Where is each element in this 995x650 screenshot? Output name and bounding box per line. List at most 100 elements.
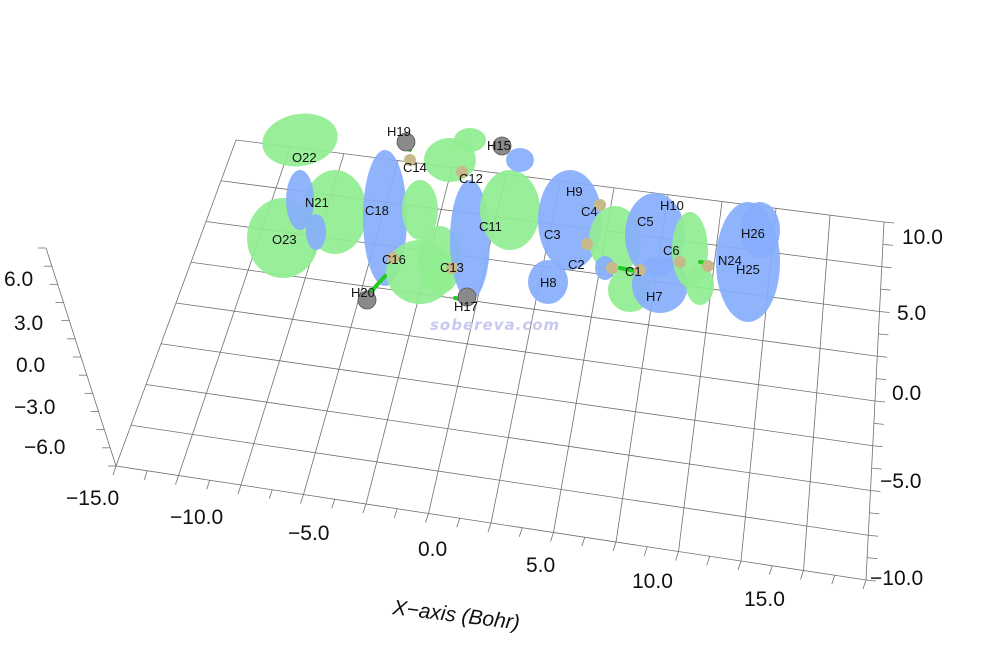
x-tick-label: 0.0: [418, 538, 447, 561]
positive-lobe: [454, 128, 486, 152]
grid-tick: [393, 508, 398, 518]
grid-line: [178, 146, 291, 476]
grid-tick: [487, 522, 492, 533]
grid-tick: [143, 470, 148, 480]
carbon-atom: [606, 262, 618, 274]
positive-lobe: [402, 180, 438, 240]
y-tick-label: 0.0: [892, 382, 921, 405]
carbon-atom: [446, 262, 458, 274]
negative-lobe: [740, 202, 780, 258]
z-tick-label: 6.0: [4, 268, 33, 291]
y-tick-label: −5.0: [880, 470, 921, 493]
negative-lobe: [306, 214, 326, 250]
carbon-atom: [387, 252, 399, 264]
grid-line: [115, 139, 237, 467]
y-tick-label: 10.0: [902, 226, 943, 249]
x-tick-label: 10.0: [632, 570, 673, 593]
atom-label: C3: [544, 227, 561, 242]
positive-lobe: [686, 265, 714, 305]
grid-tick: [768, 565, 773, 575]
atom-label: H10: [660, 198, 684, 213]
atom-label: O22: [292, 150, 317, 165]
atom-label: O23: [272, 232, 297, 247]
atom-label: H15: [487, 138, 511, 153]
grid-tick: [883, 221, 895, 224]
atom-label: H19: [387, 124, 411, 139]
grid-tick: [237, 484, 242, 495]
atom-label: H9: [566, 184, 583, 199]
grid-tick: [331, 499, 336, 509]
grid-tick: [300, 494, 304, 504]
x-tick-label: 15.0: [744, 588, 785, 611]
molecule-atoms: O22 H19 H15 C14 C12 N21 C18 H9 C4 H10 C5 C11 C3 H26 O2…: [272, 124, 765, 314]
hydrogen-atom: [457, 287, 477, 307]
atom-label: C4: [581, 204, 598, 219]
z-tick-label: 3.0: [14, 312, 43, 335]
grid-tick: [706, 556, 711, 566]
grid-tick: [869, 512, 880, 515]
atom-label: H20: [351, 285, 375, 300]
negative-lobe: [632, 257, 688, 313]
grid-tick: [425, 513, 429, 523]
grid-tick: [550, 532, 554, 542]
grid-tick: [872, 445, 883, 448]
grid-tick: [873, 422, 884, 425]
grid-tick: [871, 467, 882, 470]
grid-tick: [874, 400, 886, 403]
grid-tick: [878, 333, 889, 336]
atom-label: C11: [479, 219, 502, 234]
grid-tick: [870, 490, 881, 492]
negative-lobe: [286, 170, 314, 230]
grid-line: [365, 167, 453, 505]
carbon-atom: [674, 256, 686, 268]
x-tick-label: −10.0: [170, 506, 223, 529]
atom-label: C6: [663, 243, 680, 258]
grid-tick: [882, 243, 893, 246]
atom-label: H25: [736, 262, 760, 277]
atom-label: N21: [305, 195, 329, 210]
atom-label: C16: [382, 252, 406, 267]
grid-tick: [112, 465, 117, 476]
grid-tick: [643, 546, 648, 556]
z-tick-label: −6.0: [24, 436, 65, 459]
grid-tick: [867, 557, 878, 560]
atom-label: H8: [540, 275, 557, 290]
z-axis: 6.0 3.0 0.0 −3.0 −6.0: [4, 268, 65, 459]
atom-label: C5: [637, 214, 654, 229]
y-tick-label: −10.0: [870, 567, 923, 590]
negative-lobe: [506, 148, 534, 172]
atom-label: C2: [568, 257, 585, 272]
atom-label: H7: [646, 289, 663, 304]
orbital-isosurface: [247, 113, 780, 322]
y-tick-label: 5.0: [897, 302, 926, 325]
x-tick-label: −15.0: [66, 487, 119, 510]
atom-label: C13: [440, 260, 464, 275]
z-tick-label: −3.0: [14, 396, 55, 419]
grid-tick: [456, 518, 461, 528]
grid-tick: [581, 537, 586, 547]
grid-tick: [881, 266, 892, 269]
grid-tick: [268, 489, 273, 499]
grid-tick: [737, 560, 742, 571]
grid-tick: [362, 503, 367, 514]
z-tick-label: 0.0: [16, 354, 45, 377]
grid-tick: [868, 534, 879, 537]
grid-tick: [800, 570, 804, 580]
atom-label: H17: [454, 299, 478, 314]
y-axis: 10.0 5.0 0.0 −5.0 −10.0: [870, 226, 943, 590]
watermark: sobereva.com: [430, 316, 560, 334]
grid-line: [678, 201, 723, 552]
grid-tick: [518, 527, 523, 537]
grid-tick: [876, 378, 887, 381]
carbon-atom: [594, 199, 606, 211]
x-axis-title: X−axis (Bohr): [390, 596, 521, 635]
grid-tick: [612, 541, 617, 552]
atom-label: C1: [625, 264, 642, 279]
atom-label: H26: [741, 226, 765, 241]
x-tick-label: −5.0: [288, 522, 329, 545]
carbon-atom: [581, 238, 593, 250]
carbon-atom: [456, 166, 468, 178]
x-axis: −15.0 −10.0 −5.0 0.0 5.0 10.0 15.0 X−axi…: [66, 487, 785, 635]
